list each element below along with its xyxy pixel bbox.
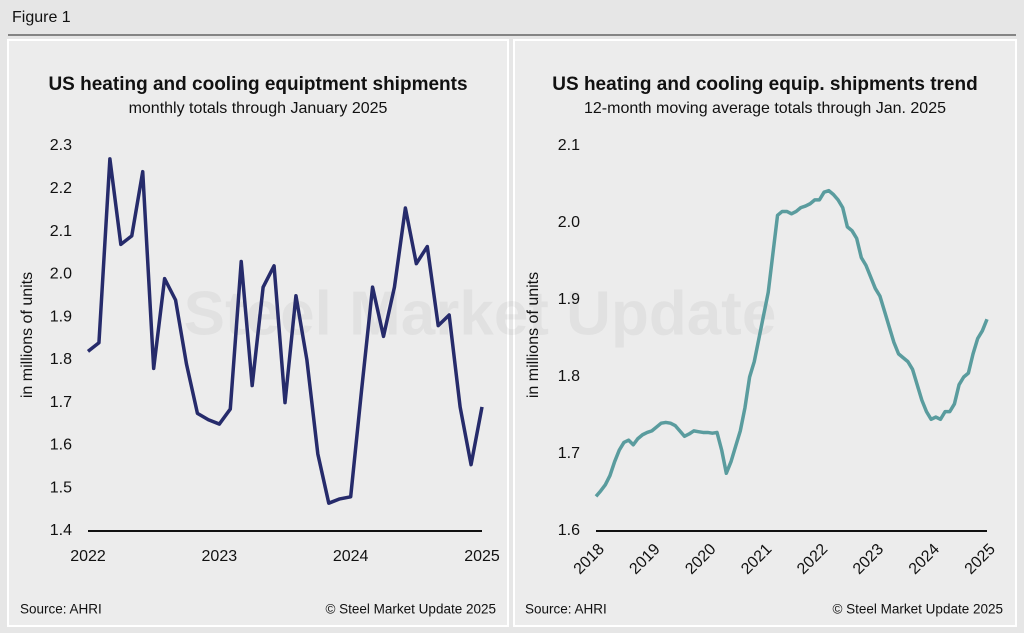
y-tick-label: 1.7 <box>50 394 72 411</box>
data-line <box>594 188 989 498</box>
source: Source: AHRI <box>525 602 607 617</box>
x-tick-label: 2022 <box>70 548 106 565</box>
chart-subtitle: monthly totals through January 2025 <box>129 100 388 117</box>
y-tick-label: 2.1 <box>50 223 72 240</box>
y-tick-label: 1.7 <box>558 445 580 462</box>
credit: © Steel Market Update 2025 <box>325 602 496 617</box>
y-tick-label: 1.8 <box>50 351 72 368</box>
figure-label: Figure 1 <box>12 9 71 26</box>
x-tick-label: 2024 <box>333 548 369 565</box>
x-tick-label: 2025 <box>464 548 500 565</box>
y-tick-label: 2.0 <box>558 214 580 231</box>
y-tick-label: 1.9 <box>50 308 72 325</box>
y-tick-label: 2.2 <box>50 180 72 197</box>
y-tick-label: 2.0 <box>50 266 72 283</box>
y-tick-label: 2.3 <box>50 137 72 154</box>
y-tick-label: 1.5 <box>50 479 72 496</box>
chart-subtitle: 12-month moving average totals through J… <box>584 100 946 117</box>
data-line <box>86 157 484 505</box>
y-tick-label: 1.9 <box>558 291 580 308</box>
y-tick-label: 1.6 <box>558 522 580 539</box>
y-axis-label: in millions of units <box>525 272 542 398</box>
y-tick-label: 1.6 <box>50 437 72 454</box>
y-tick-label: 2.1 <box>558 137 580 154</box>
y-tick-label: 1.8 <box>558 368 580 385</box>
watermark: Steel Market Update <box>184 279 777 348</box>
source: Source: AHRI <box>20 602 102 617</box>
y-tick-label: 1.4 <box>50 522 72 539</box>
y-axis-label: in millions of units <box>19 272 36 398</box>
chart-title: US heating and cooling equip. shipments … <box>552 74 977 95</box>
x-tick-label: 2023 <box>202 548 238 565</box>
panel <box>513 39 1017 627</box>
chart-title: US heating and cooling equiptment shipme… <box>48 74 467 95</box>
credit: © Steel Market Update 2025 <box>832 602 1003 617</box>
